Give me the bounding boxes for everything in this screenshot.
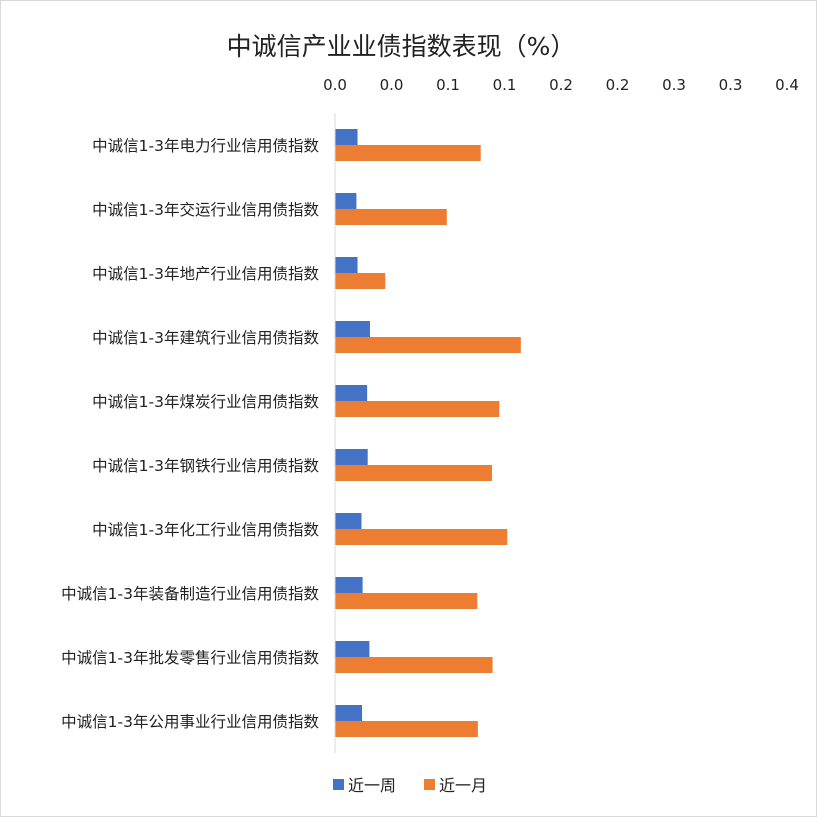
chart-title: 中诚信产业业债指数表现（%） xyxy=(227,32,576,61)
category-label: 中诚信1-3年电力行业信用债指数 xyxy=(92,137,319,155)
category-label: 中诚信1-3年公用事业行业信用债指数 xyxy=(61,713,319,731)
bar-week xyxy=(335,193,357,209)
bar-week xyxy=(335,705,363,721)
x-tick-label: 0.1 xyxy=(436,76,460,94)
category-label: 中诚信1-3年交运行业信用债指数 xyxy=(92,201,319,219)
x-tick-label: 0.1 xyxy=(493,76,517,94)
category-labels: 中诚信1-3年电力行业信用债指数中诚信1-3年交运行业信用债指数中诚信1-3年地… xyxy=(61,137,319,731)
category-label: 中诚信1-3年装备制造行业信用债指数 xyxy=(61,585,319,603)
bar-month xyxy=(335,465,493,481)
x-tick-label: 0.2 xyxy=(549,76,573,94)
category-label: 中诚信1-3年化工行业信用债指数 xyxy=(92,521,319,539)
legend-label: 近一月 xyxy=(439,776,487,795)
x-axis-ticks: 0.0 0.0 0.1 0.1 0.2 0.2 0.3 0.3 0.4 xyxy=(323,76,799,94)
bar-month xyxy=(335,593,478,609)
bar-month xyxy=(335,657,493,673)
x-tick-label: 0.3 xyxy=(662,76,686,94)
legend: 近一周 近一月 xyxy=(333,776,487,795)
bar-week xyxy=(335,641,370,657)
category-label: 中诚信1-3年批发零售行业信用债指数 xyxy=(61,649,319,667)
bar-week xyxy=(335,321,370,337)
bar-month xyxy=(335,337,521,353)
legend-swatch xyxy=(333,779,344,790)
x-tick-label: 0.2 xyxy=(606,76,630,94)
bar-week xyxy=(335,513,362,529)
bar-month xyxy=(335,209,447,225)
x-tick-label: 0.0 xyxy=(380,76,404,94)
legend-label: 近一周 xyxy=(348,776,396,795)
bar-week xyxy=(335,577,363,593)
bars xyxy=(335,129,521,737)
x-tick-label: 0.3 xyxy=(719,76,743,94)
bar-month xyxy=(335,529,508,545)
bar-month xyxy=(335,145,481,161)
bar-month xyxy=(335,721,478,737)
bar-week xyxy=(335,129,358,145)
bar-week xyxy=(335,385,368,401)
x-tick-label: 0.0 xyxy=(323,76,347,94)
legend-swatch xyxy=(424,779,435,790)
category-label: 中诚信1-3年建筑行业信用债指数 xyxy=(92,329,319,347)
bar-week xyxy=(335,257,358,273)
category-label: 中诚信1-3年煤炭行业信用债指数 xyxy=(92,393,319,411)
category-label: 中诚信1-3年钢铁行业信用债指数 xyxy=(92,457,319,475)
bar-month xyxy=(335,401,500,417)
category-label: 中诚信1-3年地产行业信用债指数 xyxy=(92,265,319,283)
bar-week xyxy=(335,449,368,465)
bar-month xyxy=(335,273,386,289)
x-tick-label: 0.4 xyxy=(775,76,799,94)
